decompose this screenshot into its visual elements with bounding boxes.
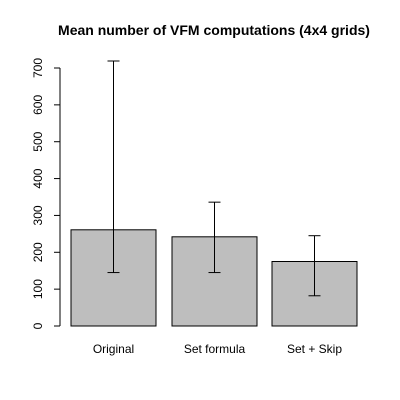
y-tick-label: 0 [31,322,45,329]
error-bar [308,235,321,297]
y-tick-label: 600 [31,95,45,115]
chart-title: Mean number of VFM computations (4x4 gri… [58,22,370,38]
y-tick-label: 500 [31,131,45,151]
y-tick-label: 200 [31,242,45,262]
error-bar [107,60,120,274]
y-tick-label: 100 [31,279,45,299]
x-axis-labels: Original Set formula Set + Skip [93,342,343,356]
x-category-label: Set formula [184,342,246,356]
error-bars [107,60,321,297]
y-axis: 0 100 200 300 400 500 600 700 [31,58,61,329]
y-tick-label: 700 [31,58,45,78]
x-category-label: Original [93,342,134,356]
x-category-label: Set + Skip [287,342,342,356]
error-bar [208,201,221,274]
y-tick-label: 300 [31,205,45,225]
y-tick-label: 400 [31,168,45,188]
